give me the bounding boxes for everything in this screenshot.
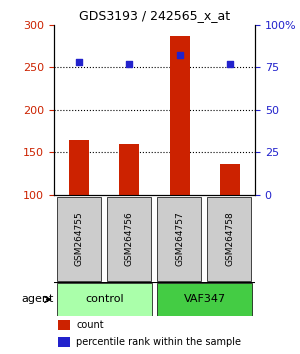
Title: GDS3193 / 242565_x_at: GDS3193 / 242565_x_at [79, 9, 230, 22]
Point [177, 53, 182, 58]
Bar [220, 164, 240, 195]
Bar [119, 144, 140, 195]
Point [127, 61, 132, 67]
Bar [69, 139, 89, 195]
Text: VAF347: VAF347 [184, 295, 226, 304]
FancyBboxPatch shape [157, 197, 201, 281]
Bar [58, 320, 70, 330]
Text: GSM264755: GSM264755 [75, 211, 84, 266]
Text: GSM264758: GSM264758 [225, 211, 234, 266]
Bar [58, 337, 70, 347]
Point [77, 59, 82, 65]
Bar [169, 36, 190, 195]
Text: percentile rank within the sample: percentile rank within the sample [76, 337, 241, 347]
FancyBboxPatch shape [56, 197, 101, 281]
FancyBboxPatch shape [56, 283, 152, 316]
Text: agent: agent [22, 295, 54, 304]
Text: count: count [76, 320, 104, 330]
Text: GSM264756: GSM264756 [125, 211, 134, 266]
Text: control: control [85, 295, 124, 304]
Text: GSM264757: GSM264757 [175, 211, 184, 266]
Point [227, 61, 232, 67]
FancyBboxPatch shape [157, 283, 253, 316]
FancyBboxPatch shape [107, 197, 151, 281]
FancyBboxPatch shape [207, 197, 251, 281]
